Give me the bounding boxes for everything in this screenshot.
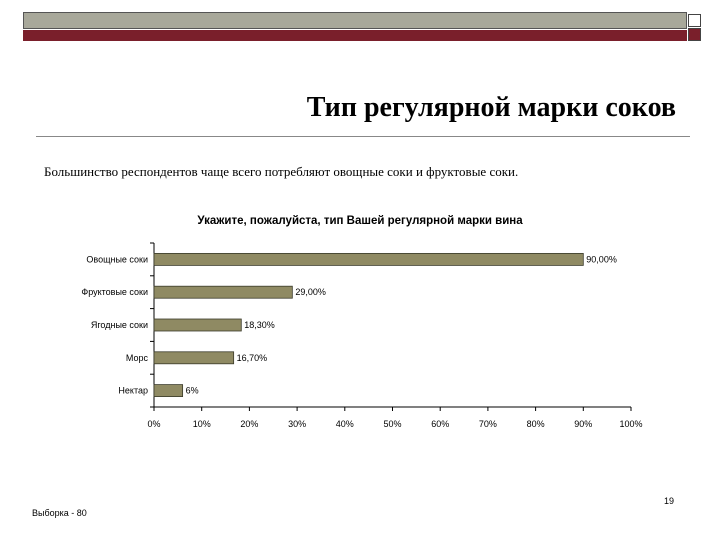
bar	[153, 384, 184, 398]
value-label: 16,70%	[237, 353, 268, 363]
header-square-white	[688, 14, 701, 27]
x-tick-label: 90%	[574, 419, 592, 429]
header-square-red	[688, 28, 701, 41]
page-number: 19	[664, 496, 675, 506]
sample-size-note: Выборка - 80	[32, 508, 87, 518]
x-tick-label: 80%	[527, 419, 545, 429]
slide-subtitle: Большинство респондентов чаще всего потр…	[44, 164, 519, 179]
value-label: 6%	[186, 386, 199, 396]
x-tick-label: 50%	[383, 419, 401, 429]
slide-title: Тип регулярной марки соков	[306, 92, 676, 123]
value-label: 90,00%	[586, 254, 617, 264]
category-label: Овощные соки	[86, 254, 148, 264]
x-tick-label: 60%	[431, 419, 449, 429]
category-label: Фруктовые соки	[81, 287, 148, 297]
x-tick-label: 10%	[193, 419, 211, 429]
category-label: Нектар	[118, 386, 148, 396]
bar	[153, 285, 293, 299]
bar	[153, 252, 584, 266]
bar	[153, 351, 235, 365]
category-label: Ягодные соки	[91, 320, 148, 330]
bar	[153, 318, 242, 332]
x-tick-label: 70%	[479, 419, 497, 429]
chart-title: Укажите, пожалуйста, тип Вашей регулярно…	[197, 215, 523, 227]
header-bar-gray	[23, 12, 687, 29]
category-label: Морс	[126, 353, 149, 363]
x-tick-label: 30%	[288, 419, 306, 429]
header-bar-red	[23, 30, 687, 41]
x-tick-label: 100%	[619, 419, 642, 429]
value-label: 18,30%	[244, 320, 275, 330]
value-label: 29,00%	[295, 287, 326, 297]
x-tick-label: 0%	[147, 419, 160, 429]
x-tick-label: 40%	[336, 419, 354, 429]
title-divider	[36, 136, 690, 137]
x-tick-label: 20%	[240, 419, 258, 429]
